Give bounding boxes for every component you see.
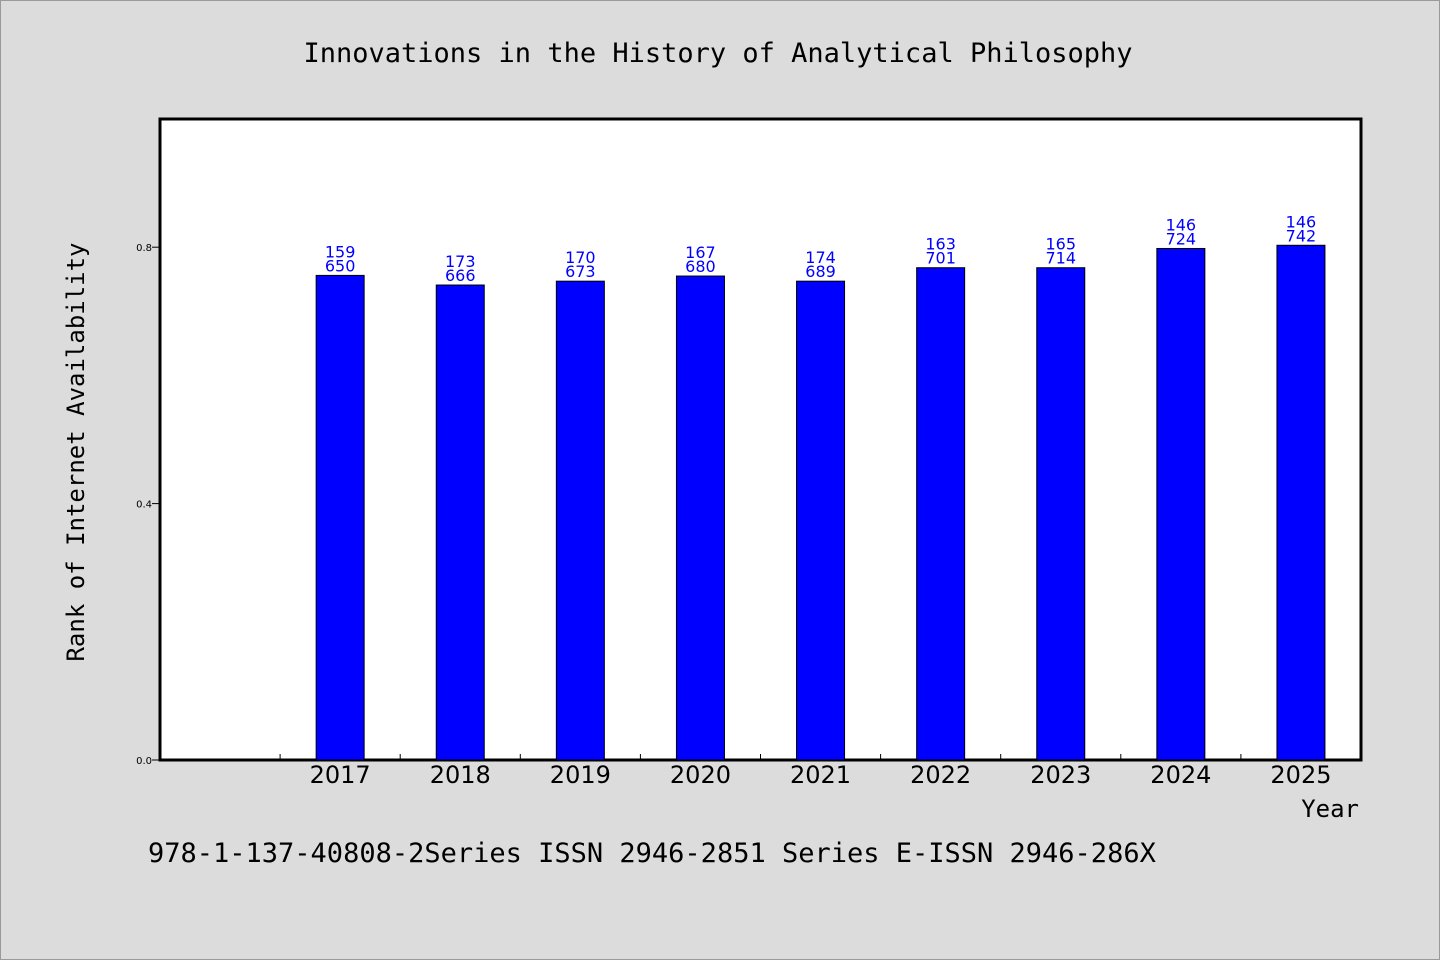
bar-data-label-top: 174 bbox=[805, 248, 836, 267]
y-axis: 0.0 0.4 0.8 bbox=[136, 243, 160, 767]
chart-title: Innovations in the History of Analytical… bbox=[303, 38, 1132, 69]
x-tick-label: 2020 bbox=[670, 761, 731, 789]
bar-data-label-bottom: 666 bbox=[445, 266, 476, 285]
bar-data-label-top: 165 bbox=[1045, 235, 1076, 254]
bar-data-label-bottom: 724 bbox=[1166, 229, 1197, 248]
bar-data-label-top: 167 bbox=[685, 243, 716, 262]
x-tick-label: 2023 bbox=[1030, 761, 1091, 789]
bar-data-label-bottom: 680 bbox=[685, 257, 716, 276]
bar-data-label-bottom: 714 bbox=[1045, 249, 1076, 268]
footer-isbn-issn: 978-1-137-40808-2Series ISSN 2946-2851 S… bbox=[148, 838, 1156, 869]
bar-data-label-top: 146 bbox=[1286, 212, 1317, 231]
bar bbox=[435, 284, 485, 761]
bar-data-label-bottom: 701 bbox=[925, 249, 956, 268]
bar-data-label-bottom: 673 bbox=[565, 262, 596, 281]
bar-data-label-bottom: 650 bbox=[325, 256, 356, 275]
x-tick-label: 2022 bbox=[910, 761, 971, 789]
x-tick-label: 2025 bbox=[1270, 761, 1331, 789]
x-tick-label: 2021 bbox=[790, 761, 851, 789]
bar bbox=[796, 280, 846, 761]
bar-data-label-top: 170 bbox=[565, 248, 596, 267]
y-axis-label: Rank of Internet Availability bbox=[62, 242, 90, 661]
bar-data-label-bottom: 689 bbox=[805, 262, 836, 281]
bar bbox=[555, 280, 605, 761]
bar-data-label-top: 163 bbox=[925, 235, 956, 254]
bar bbox=[315, 274, 365, 761]
bar-data-label-top: 159 bbox=[325, 242, 356, 261]
bar bbox=[1276, 244, 1326, 761]
x-tick-label: 2018 bbox=[430, 761, 491, 789]
y-tick-label: 0.8 bbox=[136, 243, 152, 254]
bar-data-label-top: 173 bbox=[445, 252, 476, 271]
bar bbox=[1036, 267, 1086, 761]
x-axis: 2017 2018 2019 2020 2021 2022 2023 2024 2025 bbox=[279, 754, 1331, 789]
bar bbox=[675, 275, 725, 761]
bar-data-label-top: 146 bbox=[1166, 215, 1197, 234]
x-tick-label: 2024 bbox=[1150, 761, 1211, 789]
y-tick-label: 0.4 bbox=[136, 500, 152, 511]
bar bbox=[1156, 247, 1206, 761]
bars-group bbox=[315, 244, 1326, 761]
x-tick-label: 2017 bbox=[310, 761, 371, 789]
bar-data-label-bottom: 742 bbox=[1286, 226, 1317, 245]
y-tick-label: 0.0 bbox=[136, 756, 152, 767]
x-axis-label: Year bbox=[1301, 795, 1359, 823]
x-tick-label: 2019 bbox=[550, 761, 611, 789]
bar bbox=[916, 267, 966, 761]
